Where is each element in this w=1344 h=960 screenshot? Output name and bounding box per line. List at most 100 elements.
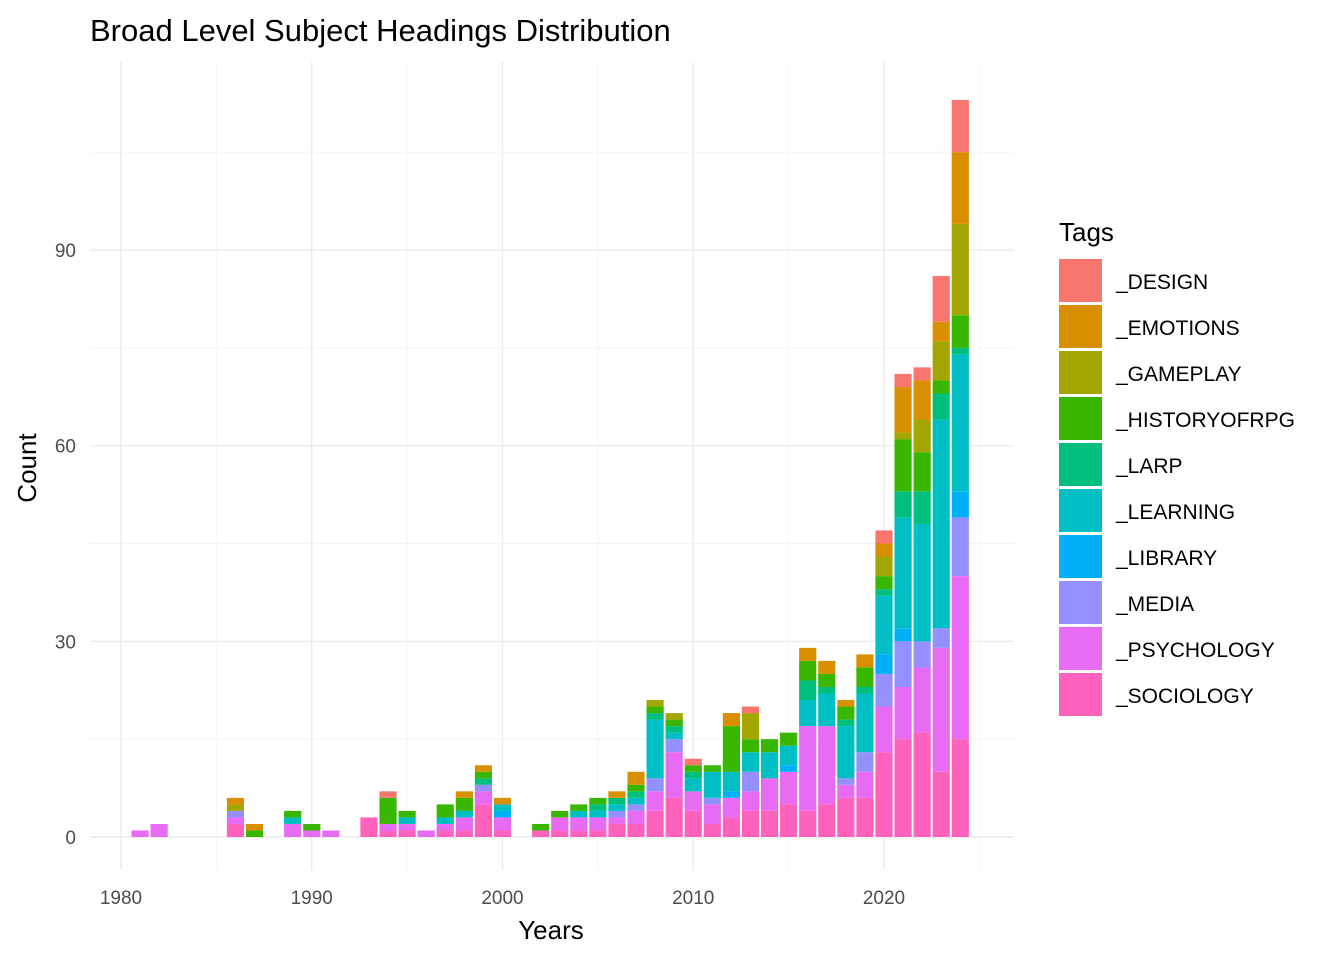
bar-segment-psychology [589, 817, 607, 831]
bar-2002 [532, 823, 550, 837]
bar-segment-media [875, 673, 893, 707]
bar-segment-psychology [303, 830, 321, 837]
bar-segment-psychology [913, 667, 931, 733]
bar-segment-emotions [608, 791, 626, 798]
bar-segment-sociology [608, 823, 626, 837]
bar-segment-gameplay [646, 700, 664, 707]
bar-segment-sociology [684, 810, 702, 837]
bar-segment-sociology [894, 739, 912, 837]
bar-segment-gameplay [913, 419, 931, 453]
bar-segment-historyofrpg [875, 576, 893, 590]
bar-segment-sociology [665, 797, 683, 837]
bar-segment-learning [722, 771, 740, 792]
bar-segment-emotions [894, 386, 912, 433]
bar-segment-emotions [856, 654, 874, 668]
bar-segment-design [913, 367, 931, 381]
bar-segment-sociology [856, 797, 874, 837]
bar-segment-larp [951, 347, 969, 355]
bar-segment-historyofrpg [722, 726, 740, 772]
bar-segment-library [493, 810, 512, 818]
bar-segment-psychology [780, 771, 798, 805]
bar-segment-psychology [398, 823, 416, 831]
bar-segment-psychology [722, 797, 740, 818]
bar-segment-learning [627, 797, 645, 805]
bar-segment-psychology [760, 778, 779, 811]
bar-segment-sociology [493, 830, 512, 837]
bar-segment-library [951, 491, 969, 518]
bar-segment-historyofrpg [799, 660, 817, 681]
bar-segment-larp [799, 680, 817, 701]
bar-segment-psychology [703, 804, 721, 824]
bar-segment-learning [932, 419, 950, 629]
legend-swatch [1059, 489, 1102, 532]
bar-segment-historyofrpg [379, 797, 397, 824]
chart-title: Broad Level Subject Headings Distributio… [90, 13, 671, 48]
bar-segment-psychology [226, 817, 245, 824]
bar-1987 [245, 823, 264, 837]
bar-segment-larp [894, 491, 912, 518]
bar-segment-psychology [932, 647, 950, 772]
bar-1990 [303, 823, 321, 837]
bar-segment-historyofrpg [665, 719, 683, 727]
bar-segment-design [951, 99, 969, 153]
bar-2020 [875, 530, 893, 837]
bar-segment-emotions [722, 713, 740, 727]
bar-segment-gameplay [951, 223, 969, 316]
bar-segment-learning [684, 778, 702, 792]
bar-segment-historyofrpg [474, 771, 493, 779]
bar-segment-psychology [379, 823, 397, 831]
legend-title: Tags [1059, 217, 1114, 247]
bar-segment-historyofrpg [760, 739, 779, 753]
bar-segment-historyofrpg [780, 732, 798, 746]
legend: Tags _DESIGN _EMOTIONS _GAMEPLAY _HISTORYOF… [1059, 217, 1295, 716]
bar-2000 [493, 797, 512, 837]
bar-1991 [322, 830, 340, 837]
bar-2004 [570, 804, 588, 837]
bar-segment-psychology [894, 686, 912, 740]
bar-segment-learning [646, 719, 664, 779]
bar-segment-larp [913, 491, 931, 524]
bar-segment-larp [837, 719, 855, 727]
bar-2008 [646, 700, 664, 837]
bar-segment-sociology [951, 739, 969, 837]
bar-2009 [665, 713, 683, 837]
bar-segment-sociology [398, 830, 416, 837]
bar-segment-emotions [474, 765, 493, 772]
bar-1999 [474, 765, 493, 837]
bar-segment-gameplay [226, 804, 245, 811]
x-axis-title: Years [518, 915, 584, 945]
legend-label: _LARP [1115, 455, 1183, 478]
bar-segment-historyofrpg [951, 315, 969, 348]
bar-2014 [760, 739, 779, 837]
bar-segment-library [780, 765, 798, 772]
bar-segment-emotions [799, 647, 817, 661]
bar-segment-library [894, 628, 912, 642]
bar-segment-media [837, 778, 855, 785]
bar-segment-larp [932, 393, 950, 420]
bar-segment-emotions [913, 380, 931, 420]
bar-segment-learning [799, 700, 817, 727]
bar-segment-sociology [226, 823, 245, 837]
bar-segment-sociology [474, 804, 493, 837]
bar-segment-sociology [436, 830, 454, 837]
bar-segment-media [646, 778, 664, 792]
bar-segment-historyofrpg [284, 810, 302, 818]
bar-segment-psychology [284, 823, 302, 837]
bar-1996 [417, 830, 435, 837]
bar-segment-learning [837, 726, 855, 779]
bar-segment-learning [741, 752, 760, 772]
bar-segment-psychology [818, 726, 836, 805]
bar-segment-emotions [627, 771, 645, 785]
bar-segment-media [474, 784, 493, 792]
x-tick-label: 1990 [291, 888, 333, 909]
bar-segment-design [894, 373, 912, 387]
bar-1994 [379, 791, 397, 837]
bar-segment-larp [627, 791, 645, 798]
bar-1993 [360, 817, 378, 837]
legend-swatch [1059, 581, 1102, 624]
bar-segment-psychology [570, 817, 588, 831]
y-tick-label: 0 [65, 828, 76, 849]
bar-segment-psychology [493, 817, 512, 831]
bar-segment-emotions [932, 321, 950, 342]
bar-1986 [226, 797, 245, 837]
